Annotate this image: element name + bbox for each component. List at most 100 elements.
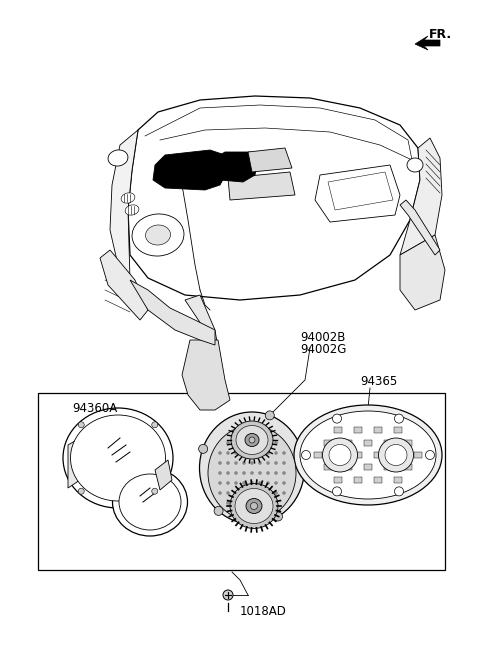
Text: 94002G: 94002G <box>300 343 347 356</box>
Circle shape <box>265 411 274 420</box>
Circle shape <box>242 461 246 465</box>
Circle shape <box>218 471 222 475</box>
Circle shape <box>78 488 84 495</box>
Circle shape <box>258 481 262 485</box>
Text: 94360A: 94360A <box>72 402 117 415</box>
Ellipse shape <box>112 468 188 536</box>
Bar <box>364 464 372 470</box>
Polygon shape <box>110 130 138 280</box>
Ellipse shape <box>323 438 358 472</box>
Bar <box>354 477 362 483</box>
Circle shape <box>218 481 222 485</box>
Bar <box>354 427 362 433</box>
Bar <box>414 452 422 458</box>
Circle shape <box>250 491 254 495</box>
Circle shape <box>234 441 238 445</box>
Circle shape <box>226 501 230 505</box>
Ellipse shape <box>145 225 170 245</box>
Bar <box>384 440 392 446</box>
Ellipse shape <box>300 411 436 499</box>
Ellipse shape <box>236 426 268 455</box>
Polygon shape <box>128 96 420 300</box>
Bar <box>394 477 402 483</box>
Circle shape <box>282 461 286 465</box>
Circle shape <box>242 441 246 445</box>
Ellipse shape <box>132 214 184 256</box>
Circle shape <box>226 461 230 465</box>
Circle shape <box>258 491 262 495</box>
Text: 94365: 94365 <box>360 375 397 388</box>
Circle shape <box>266 491 270 495</box>
Ellipse shape <box>246 498 262 514</box>
Bar <box>354 452 362 458</box>
Ellipse shape <box>230 483 278 529</box>
Circle shape <box>425 451 434 460</box>
Ellipse shape <box>125 205 139 215</box>
Polygon shape <box>155 460 172 490</box>
Ellipse shape <box>208 426 296 521</box>
Bar <box>334 427 342 433</box>
Circle shape <box>226 471 230 475</box>
Circle shape <box>274 512 283 521</box>
Circle shape <box>333 414 341 423</box>
Ellipse shape <box>251 502 257 510</box>
Circle shape <box>250 441 254 445</box>
Circle shape <box>226 441 230 445</box>
Polygon shape <box>100 250 148 320</box>
Polygon shape <box>400 200 440 255</box>
Circle shape <box>282 451 286 455</box>
Ellipse shape <box>407 158 423 172</box>
Polygon shape <box>248 148 292 172</box>
Ellipse shape <box>231 421 273 459</box>
Ellipse shape <box>121 193 135 203</box>
Circle shape <box>152 422 158 428</box>
Bar <box>334 477 342 483</box>
Bar <box>364 440 372 446</box>
Circle shape <box>234 481 238 485</box>
Circle shape <box>274 441 278 445</box>
Bar <box>334 452 342 458</box>
Bar <box>314 452 322 458</box>
Circle shape <box>258 501 262 505</box>
Circle shape <box>282 481 286 485</box>
Ellipse shape <box>71 415 166 501</box>
Circle shape <box>234 461 238 465</box>
Circle shape <box>301 451 311 460</box>
Bar <box>324 440 332 446</box>
Circle shape <box>223 590 233 600</box>
Circle shape <box>266 461 270 465</box>
Circle shape <box>226 481 230 485</box>
Circle shape <box>333 487 341 496</box>
Polygon shape <box>228 172 295 200</box>
Circle shape <box>274 451 278 455</box>
Circle shape <box>266 451 270 455</box>
Bar <box>384 464 392 470</box>
Ellipse shape <box>108 150 128 166</box>
Circle shape <box>234 451 238 455</box>
Circle shape <box>234 501 238 505</box>
Circle shape <box>218 461 222 465</box>
Ellipse shape <box>245 434 259 447</box>
Bar <box>394 452 402 458</box>
Circle shape <box>242 471 246 475</box>
Polygon shape <box>400 138 442 255</box>
Circle shape <box>274 481 278 485</box>
Circle shape <box>242 491 246 495</box>
Circle shape <box>226 491 230 495</box>
Circle shape <box>258 461 262 465</box>
Circle shape <box>258 471 262 475</box>
Bar <box>324 464 332 470</box>
Polygon shape <box>153 150 228 190</box>
Bar <box>374 427 382 433</box>
Circle shape <box>282 491 286 495</box>
Circle shape <box>258 441 262 445</box>
Circle shape <box>266 481 270 485</box>
Circle shape <box>234 491 238 495</box>
Circle shape <box>199 444 208 453</box>
Polygon shape <box>182 340 230 410</box>
Bar <box>374 477 382 483</box>
Polygon shape <box>68 438 80 488</box>
Polygon shape <box>185 295 220 370</box>
Ellipse shape <box>63 408 173 508</box>
Text: 94002B: 94002B <box>300 331 346 344</box>
